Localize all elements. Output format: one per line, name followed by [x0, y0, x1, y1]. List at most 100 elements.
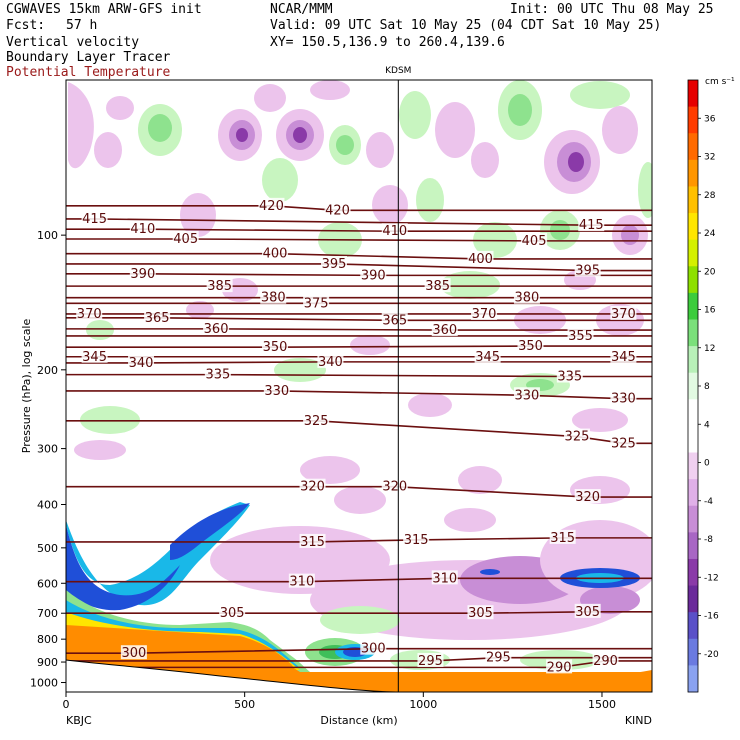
y-tick-label-5: 600	[37, 577, 58, 590]
theta-label-48: 310	[289, 575, 314, 590]
theta-label-2: 405	[173, 232, 198, 247]
theta-label-bg-42	[299, 478, 326, 493]
y-tick-label-6: 700	[37, 607, 58, 620]
colorbar-swatch-8	[688, 292, 698, 320]
theta-label-38: 330	[611, 392, 636, 407]
theta-line-390	[66, 272, 652, 277]
theta-label-bg-15	[424, 278, 451, 293]
colorbar-tick-label-4: 20	[704, 267, 716, 277]
colorbar-tick-label-1: 32	[704, 153, 715, 163]
theta-label-28: 350	[518, 339, 543, 354]
theta-label-13: 390	[361, 268, 386, 283]
terrain-outline	[66, 659, 401, 692]
theta-label-49: 310	[432, 571, 457, 586]
theta-label-bg-52	[574, 603, 601, 618]
theta-label-9: 395	[322, 257, 347, 272]
theta-label-10: 400	[468, 252, 493, 267]
y-tick-label-8: 900	[37, 656, 58, 669]
theta-label-58: 290	[593, 654, 618, 669]
colorbar-tick-label-8: 4	[704, 420, 710, 430]
theta-line-410	[66, 228, 652, 233]
theta-label-23: 370	[611, 307, 636, 322]
theta-label-26: 355	[568, 329, 593, 344]
forecast-label: Fcst:	[6, 18, 46, 33]
theta-label-bg-45	[299, 533, 326, 548]
theta-label-33: 340	[318, 355, 343, 370]
theta-label-3: 420	[259, 199, 284, 214]
theta-label-44: 320	[575, 490, 600, 505]
left-station-label: KBJC	[66, 714, 92, 727]
theta-label-22: 370	[472, 307, 497, 322]
colorbar-tick-label-11: -8	[704, 535, 713, 545]
theta-label-8: 400	[263, 247, 288, 262]
theta-label-1: 410	[130, 222, 155, 237]
plot-fields: 415 410 405 420 420 410 405 415 400 395 400 395 390 3…	[66, 80, 652, 692]
theta-label-bg-39	[303, 412, 330, 427]
colorbar-units: cm s⁻¹	[705, 77, 735, 87]
theta-label-46: 315	[404, 533, 429, 548]
theta-label-18: 380	[515, 291, 540, 306]
theta-line-290	[66, 660, 652, 669]
theta-label-45: 315	[300, 535, 325, 550]
colorbar-tick-label-13: -16	[704, 612, 719, 622]
colorbar-swatch-6	[688, 239, 698, 267]
theta-label-bg-17	[303, 295, 330, 310]
theta-label-bg-36	[263, 382, 290, 397]
theta-label-bg-1	[129, 221, 156, 236]
colorbar-swatch-17	[688, 532, 698, 560]
theta-line-395	[66, 263, 652, 272]
theta-label-bg-35	[556, 368, 583, 383]
theta-label-27: 350	[263, 340, 288, 355]
theta-label-bg-20	[144, 309, 171, 324]
colorbar-swatch-10	[688, 346, 698, 374]
theta-label-21: 365	[382, 313, 407, 328]
colorbar-swatch-1	[688, 106, 698, 134]
colorbar: 36 32 28 24 20 16 12 8 4 0 -4 -8 -12 -16 -20	[687, 79, 719, 693]
theta-label-bg-55	[417, 652, 444, 667]
theta-label-bg-29	[81, 348, 108, 363]
theta-line-350	[66, 345, 652, 348]
colorbar-swatch-19	[688, 585, 698, 613]
x-axis-label: Distance (km)	[320, 714, 397, 727]
theta-label-bg-7	[578, 217, 605, 232]
theta-label-bg-13	[360, 267, 387, 282]
y-axis-label: Pressure (hPa), log scale	[20, 319, 33, 454]
theta-label-bg-4	[324, 202, 351, 217]
theta-label-bg-26	[567, 327, 594, 342]
x-tick-label-2: 1000	[409, 698, 437, 711]
theta-label-14: 385	[207, 279, 232, 294]
theta-label-53: 300	[121, 646, 146, 661]
theta-line-360	[66, 328, 652, 331]
theta-label-bg-51	[467, 605, 494, 620]
y-tick-label-4: 500	[37, 542, 58, 555]
colorbar-swatch-18	[688, 558, 698, 587]
theta-label-bg-49	[431, 570, 458, 585]
theta-line-335	[66, 373, 652, 378]
plot-frame	[65, 79, 653, 693]
colorbar-tick-label-12: -12	[704, 573, 719, 583]
theta-label-52: 305	[575, 605, 600, 620]
theta-label-bg-50	[219, 605, 246, 620]
y-tick-label-1: 200	[37, 364, 58, 377]
theta-label-25: 360	[432, 323, 457, 338]
colorbar-tick-label-9: 0	[704, 459, 710, 469]
theta-label-4: 420	[325, 203, 350, 218]
colorbar-tick-label-14: -20	[704, 650, 719, 660]
theta-line-415	[66, 218, 652, 226]
theta-label-19: 370	[77, 307, 102, 322]
xy-coordinates: XY= 150.5,136.9 to 260.4,139.6	[270, 35, 505, 50]
theta-label-20: 365	[145, 311, 170, 326]
theta-label-24: 360	[204, 322, 229, 337]
theta-label-bg-27	[262, 339, 289, 354]
model-title: CGWAVES 15km ARW-GFS init	[6, 2, 202, 17]
theta-label-34: 335	[205, 368, 230, 383]
colorbar-swatch-9	[688, 319, 698, 347]
theta-label-bg-11	[574, 262, 601, 277]
x-axis: 0 500 1000 1500	[63, 692, 616, 711]
theta-label-bg-38	[610, 390, 637, 405]
theta-label-bg-30	[474, 348, 501, 363]
colorbar-tick-label-7: 8	[704, 382, 710, 392]
theta-label-bg-8	[262, 245, 289, 260]
colorbar-swatch-11	[688, 372, 698, 400]
theta-label-56: 295	[486, 651, 511, 666]
